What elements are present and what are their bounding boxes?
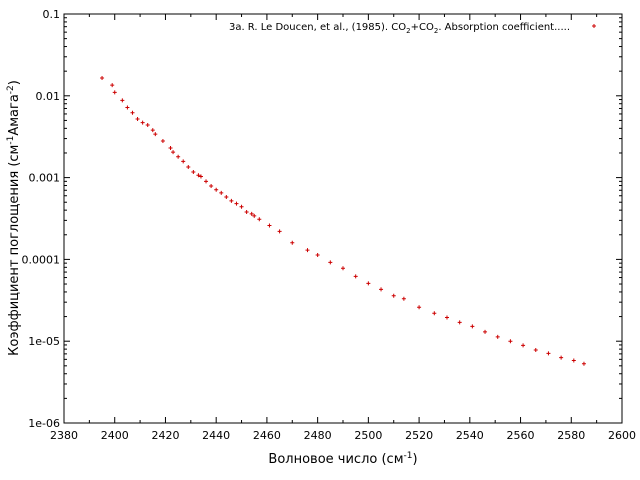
data-point <box>145 122 150 127</box>
data-point <box>153 132 158 137</box>
data-point <box>249 211 254 216</box>
x-tick-label: 2580 <box>557 429 585 442</box>
data-point <box>234 201 239 206</box>
data-point <box>444 315 449 320</box>
y-tick-label: 0.0001 <box>22 253 61 266</box>
data-point <box>341 266 345 271</box>
data-point <box>546 351 551 356</box>
data-point <box>495 334 500 339</box>
data-point <box>140 120 145 125</box>
data-point <box>457 320 462 325</box>
data-point <box>198 174 203 179</box>
data-point <box>110 83 115 88</box>
data-point <box>305 248 310 253</box>
y-axis-ticks: 1e-06 1e-05 0.0001 0.001 0.01 0.1 <box>22 8 622 430</box>
data-point <box>186 164 191 169</box>
x-tick-label: 2380 <box>50 429 78 442</box>
data-point <box>401 296 406 301</box>
data-point <box>290 240 295 245</box>
legend-marker-plus <box>592 24 596 28</box>
legend: 3a. R. Le Doucen, et al., (1985). CO2+CO… <box>229 22 596 35</box>
x-axis-ticks: 2380 2400 2420 2440 2460 2480 2500 2520 2540 2560… <box>50 14 636 442</box>
data-point <box>559 355 564 360</box>
data-point <box>244 209 249 214</box>
data-point <box>120 98 125 103</box>
data-point <box>508 339 513 344</box>
x-tick-label: 2420 <box>151 429 179 442</box>
data-point <box>277 229 282 234</box>
data-point <box>571 358 576 363</box>
x-tick-label: 2460 <box>253 429 281 442</box>
data-point <box>229 198 234 203</box>
x-tick-label: 2560 <box>507 429 535 442</box>
data-point <box>150 128 155 133</box>
legend-entry-text: 3a. R. Le Doucen, et al., (1985). CO2+CO… <box>229 22 570 35</box>
data-point <box>581 361 586 366</box>
y-tick-label: 1e-05 <box>28 335 60 348</box>
data-point <box>191 170 196 175</box>
data-point <box>130 110 135 115</box>
data-point <box>521 343 526 348</box>
data-point <box>224 194 229 199</box>
data-point <box>135 117 140 122</box>
data-point <box>483 329 488 334</box>
data-point <box>470 324 475 329</box>
data-point <box>209 183 214 188</box>
x-axis-label: Волновое число (см-1) <box>268 451 417 467</box>
data-point <box>252 213 257 218</box>
legend-marker-icon <box>592 24 596 28</box>
data-point <box>432 311 437 316</box>
x-tick-label: 2600 <box>608 429 636 442</box>
data-point <box>379 287 384 292</box>
x-tick-label: 2540 <box>456 429 484 442</box>
y-tick-label: 1e-06 <box>28 417 60 430</box>
data-point <box>168 146 173 151</box>
data-point <box>181 159 186 164</box>
data-point <box>328 260 333 265</box>
data-point <box>176 154 181 159</box>
data-point <box>267 223 272 228</box>
data-point <box>366 281 371 286</box>
data-point <box>257 217 262 222</box>
data-point <box>239 204 244 209</box>
plot-frame <box>63 13 623 424</box>
x-tick-label: 2520 <box>405 429 433 442</box>
data-point <box>100 76 105 81</box>
data-point <box>171 150 176 155</box>
data-point <box>315 253 320 258</box>
data-point <box>196 173 201 178</box>
x-tick-label: 2480 <box>304 429 332 442</box>
x-tick-label: 2500 <box>354 429 382 442</box>
data-point <box>391 293 396 298</box>
x-tick-label: 2440 <box>202 429 230 442</box>
data-point <box>219 190 224 195</box>
y-tick-label: 0.1 <box>43 8 61 21</box>
data-points <box>100 76 586 366</box>
data-point <box>533 348 538 353</box>
data-point <box>417 305 422 310</box>
data-point <box>112 90 117 95</box>
data-point <box>204 179 209 184</box>
y-axis-label: Коэффициент поглощения (см-1Амага-2) <box>6 80 22 356</box>
data-point <box>160 139 165 144</box>
y-tick-label: 0.001 <box>29 172 61 185</box>
data-point <box>353 274 358 279</box>
data-point <box>125 105 130 110</box>
data-point <box>214 187 219 192</box>
y-tick-label: 0.01 <box>36 90 61 103</box>
x-tick-label: 2400 <box>101 429 129 442</box>
